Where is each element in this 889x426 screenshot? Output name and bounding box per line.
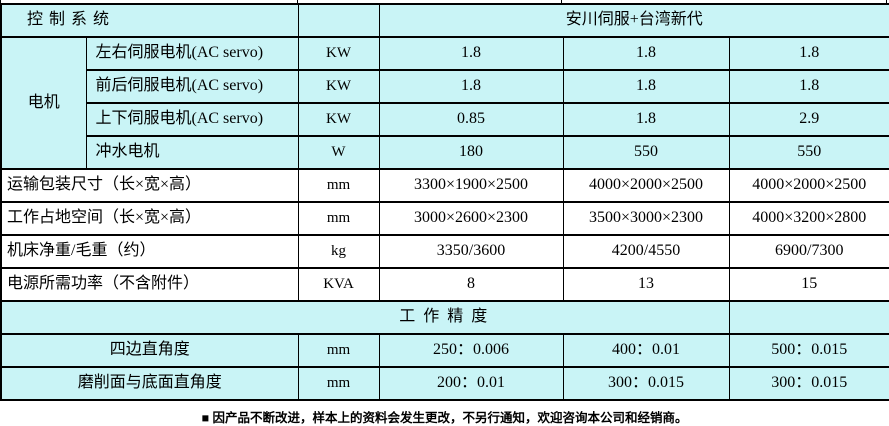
value-cell: 300：0.015 (728, 366, 889, 401)
unit-cell: KW (297, 69, 380, 104)
value-cell: 4000×3200×2800 (728, 201, 889, 236)
value-cell: 8 (378, 267, 564, 302)
value-cell: 3000×2600×2300 (378, 201, 564, 236)
unit-cell: mm (297, 201, 380, 236)
table-row-power: 电源所需功率（不含附件） KVA 8 13 15 (0, 267, 889, 302)
table-row-motor-lr: 电机 左右伺服电机(AC servo) KW 1.8 1.8 1.8 (0, 36, 889, 170)
value-cell: 3300×1900×2500 (378, 168, 564, 203)
value-cell: 2.9 (728, 102, 889, 137)
table-row-packing-size: 运输包装尺寸（长×宽×高） mm 3300×1900×2500 4000×200… (0, 168, 889, 203)
value-cell: 550 (728, 135, 889, 170)
grid-tick (297, 0, 298, 3)
value-cell: 0.85 (378, 102, 564, 137)
value-cell: 1.8 (378, 36, 564, 71)
motor-label-cell: 前后伺服电机(AC servo) (85, 69, 299, 104)
unit-cell: mm (297, 168, 380, 203)
spec-label-cell: 电源所需功率（不含附件） (0, 267, 299, 302)
unit-cell: KW (297, 102, 380, 137)
grid-tick (0, 0, 1, 3)
precision-label-cell: 四边直角度 (0, 333, 299, 368)
cropped-row-above (0, 0, 889, 3)
control-system-label-cell: 控 制 系 统 (0, 3, 299, 38)
value-cell: 200：0.01 (378, 366, 564, 401)
spec-label-cell: 机床净重/毛重（约） (0, 234, 299, 269)
table-row-motor-flush: 冲水电机 W 180 550 550 (1, 135, 889, 170)
value-cell: 6900/7300 (728, 234, 889, 269)
motor-label-cell: 上下伺服电机(AC servo) (85, 102, 299, 137)
value-cell: 4000×2000×2500 (728, 168, 889, 203)
motor-label-cell: 左右伺服电机(AC servo) (85, 36, 299, 71)
value-cell: 15 (728, 267, 889, 302)
unit-cell: W (297, 135, 380, 170)
value-cell: 1.8 (378, 69, 564, 104)
value-cell: 13 (562, 267, 730, 302)
value-cell: 300：0.015 (562, 366, 730, 401)
precision-label-cell: 磨削面与底面直角度 (0, 366, 299, 401)
table-row-motor-fb: 前后伺服电机(AC servo) KW 1.8 1.8 1.8 (1, 69, 889, 104)
value-cell: 1.8 (562, 69, 730, 104)
value-cell: 250：0.006 (378, 333, 564, 368)
value-cell: 1.8 (562, 36, 730, 71)
value-cell: 1.8 (562, 102, 730, 137)
specification-table: 控 制 系 统 安川伺服+台湾新代 电机 左右伺服电机(AC servo) KW… (0, 3, 889, 401)
table-row-squareness: 四边直角度 mm 250：0.006 400：0.01 500：0.015 (0, 333, 889, 368)
value-cell: 4200/4550 (562, 234, 730, 269)
table-row-grind-squareness: 磨削面与底面直角度 mm 200：0.01 300：0.015 300：0.01… (0, 366, 889, 401)
table-row-motor-ud: 上下伺服电机(AC servo) KW 0.85 1.8 2.9 (1, 102, 889, 137)
unit-cell: kg (297, 234, 380, 269)
unit-cell: KW (297, 36, 380, 71)
table-row-floor-space: 工作占地空间（长×宽×高） mm 3000×2600×2300 3500×300… (0, 201, 889, 236)
footer-disclaimer: ■ 因产品不断改进，样本上的资料会发生更改，不另行通知，欢迎咨询本公司和经销商。 (201, 411, 688, 425)
value-cell: 180 (378, 135, 564, 170)
spec-label-cell: 运输包装尺寸（长×宽×高） (0, 168, 299, 203)
precision-section-cell: 工 作 精 度 (0, 300, 730, 335)
unit-cell: mm (297, 366, 380, 401)
unit-cell: KVA (297, 267, 380, 302)
table-row-control-system: 控 制 系 统 安川伺服+台湾新代 (0, 3, 889, 38)
grid-tick (886, 0, 887, 3)
control-system-value-cell: 安川伺服+台湾新代 (378, 3, 889, 38)
unit-cell: mm (297, 333, 380, 368)
table-row-weight: 机床净重/毛重（约） kg 3350/3600 4200/4550 6900/7… (0, 234, 889, 269)
value-cell: 4000×2000×2500 (562, 168, 730, 203)
value-cell: 1.8 (728, 36, 889, 71)
motor-group-label-cell: 电机 (0, 36, 87, 170)
grid-tick (561, 0, 562, 3)
spec-label-cell: 工作占地空间（长×宽×高） (0, 201, 299, 236)
table-row-precision-header: 工 作 精 度 (0, 300, 889, 335)
value-cell: 1.8 (728, 69, 889, 104)
value-cell: 3350/3600 (378, 234, 564, 269)
value-cell: 3500×3000×2300 (562, 201, 730, 236)
control-system-unit-cell (297, 3, 380, 38)
value-cell: 500：0.015 (728, 333, 889, 368)
precision-empty-cell (728, 300, 889, 335)
value-cell: 550 (562, 135, 730, 170)
motor-label-cell: 冲水电机 (85, 135, 299, 170)
value-cell: 400：0.01 (562, 333, 730, 368)
